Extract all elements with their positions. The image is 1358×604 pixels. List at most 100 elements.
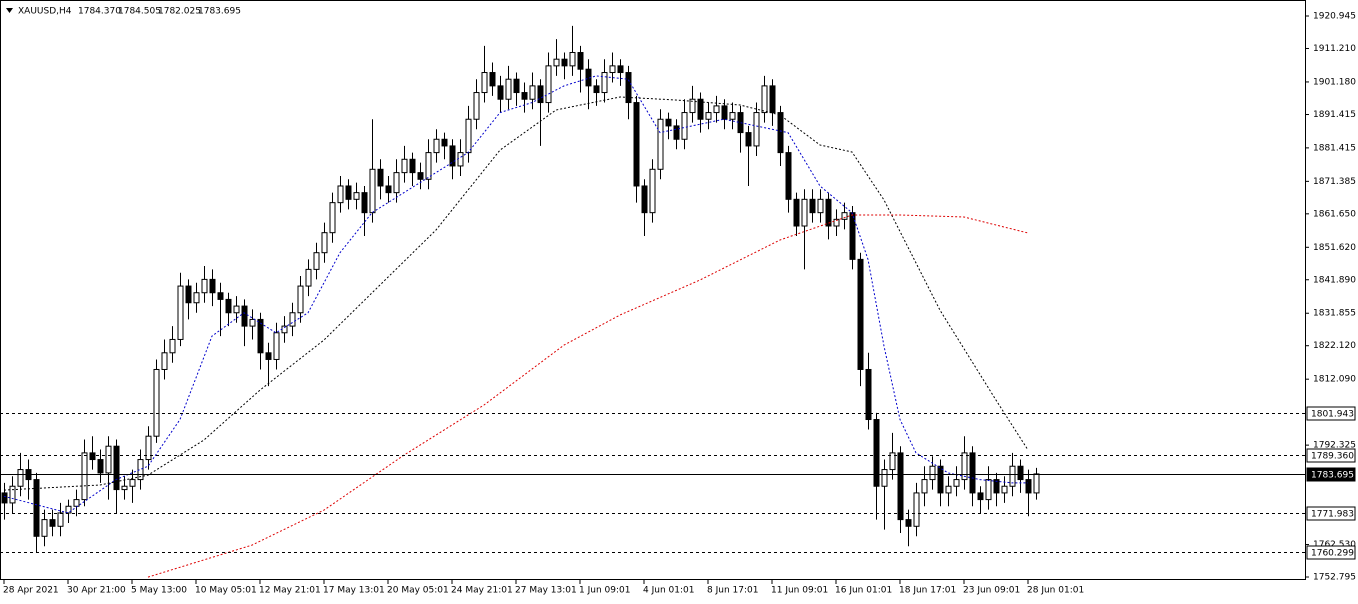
candle-body bbox=[569, 52, 576, 67]
candle-body bbox=[985, 479, 992, 501]
candle-body bbox=[801, 198, 808, 227]
symbol: XAUUSD,H4 bbox=[18, 7, 72, 17]
level-label-box bbox=[1306, 506, 1356, 521]
candle-body bbox=[65, 505, 72, 514]
candle-body bbox=[905, 519, 912, 527]
candle-body bbox=[705, 112, 712, 120]
y-tick-label: 1822.120 bbox=[1313, 341, 1356, 351]
candle-body bbox=[993, 479, 1000, 494]
candle-body bbox=[633, 102, 640, 187]
level-label: 1783.695 bbox=[1311, 471, 1354, 481]
candle-body bbox=[713, 105, 720, 114]
candle-body bbox=[577, 52, 584, 70]
candle-body bbox=[433, 138, 440, 154]
y-tick-label: 1881.415 bbox=[1313, 143, 1356, 153]
candle-body bbox=[745, 132, 752, 147]
candle-body bbox=[81, 452, 88, 501]
candle-body bbox=[513, 78, 520, 94]
candle-body bbox=[185, 285, 192, 304]
candle-body bbox=[249, 318, 256, 327]
candle-body bbox=[1009, 465, 1016, 487]
candle-body bbox=[681, 112, 688, 140]
candle-body bbox=[1001, 485, 1008, 494]
candle-body bbox=[113, 445, 120, 491]
x-tick-label: 4 Jun 01:01 bbox=[643, 586, 694, 596]
candle-body bbox=[385, 185, 392, 194]
candle-body bbox=[1025, 479, 1032, 494]
candle-body bbox=[473, 92, 480, 120]
x-tick-label: 27 May 13:01 bbox=[515, 586, 577, 596]
candle-body bbox=[897, 452, 904, 521]
y-tick-label: 1920.945 bbox=[1313, 11, 1356, 21]
candle-body bbox=[553, 58, 560, 67]
candle-body bbox=[41, 519, 48, 537]
level-label: 1771.983 bbox=[1311, 510, 1354, 520]
candle-body bbox=[1033, 473, 1040, 494]
candle-body bbox=[833, 218, 840, 227]
candle-body bbox=[409, 158, 416, 174]
x-tick-label: 28 Jun 01:01 bbox=[1027, 586, 1084, 596]
candle-body bbox=[441, 138, 448, 147]
candle-body bbox=[17, 469, 24, 487]
candle-body bbox=[377, 168, 384, 187]
x-tick-label: 17 May 13:01 bbox=[323, 586, 385, 596]
candle-body bbox=[953, 479, 960, 487]
x-tick-label: 18 Jun 17:01 bbox=[899, 586, 956, 596]
candle-body bbox=[49, 519, 56, 527]
y-tick-label: 1841.890 bbox=[1313, 275, 1356, 285]
candle-body bbox=[137, 459, 144, 481]
x-tick-label: 24 May 21:01 bbox=[451, 586, 513, 596]
candle-body bbox=[177, 285, 184, 340]
candle-body bbox=[89, 452, 96, 461]
x-tick-label: 23 Jun 09:01 bbox=[963, 586, 1020, 596]
candle-body bbox=[521, 92, 528, 100]
candle-body bbox=[209, 278, 216, 294]
candle-body bbox=[457, 152, 464, 167]
candle-body bbox=[201, 278, 208, 294]
y-tick-label: 1911.210 bbox=[1313, 44, 1356, 54]
candle-body bbox=[793, 198, 800, 227]
candle-body bbox=[721, 105, 728, 120]
candle-body bbox=[873, 419, 880, 487]
candle-body bbox=[665, 118, 672, 127]
candle-body bbox=[945, 485, 952, 494]
ohlc-high: 1784.505 bbox=[118, 7, 161, 17]
y-tick-label: 1901.180 bbox=[1313, 77, 1356, 87]
candle-body bbox=[161, 352, 168, 370]
y-tick-label: 1851.620 bbox=[1313, 243, 1356, 253]
candle-body bbox=[537, 85, 544, 104]
candle-body bbox=[969, 452, 976, 494]
candle-body bbox=[425, 152, 432, 180]
candle-body bbox=[649, 168, 656, 214]
y-tick-label: 1792.325 bbox=[1313, 441, 1356, 451]
candle-body bbox=[289, 312, 296, 327]
y-tick-label: 1812.090 bbox=[1313, 375, 1356, 385]
collapse-icon bbox=[6, 8, 13, 13]
candle-body bbox=[257, 318, 264, 354]
candle-body bbox=[825, 198, 832, 227]
candle-body bbox=[449, 145, 456, 167]
candle-body bbox=[337, 185, 344, 204]
candle-body bbox=[153, 368, 160, 437]
y-tick-label: 1861.650 bbox=[1313, 209, 1356, 219]
candle-body bbox=[673, 125, 680, 140]
ohlc-low: 1782.025 bbox=[158, 7, 201, 17]
candle-body bbox=[921, 479, 928, 494]
candle-body bbox=[369, 168, 376, 214]
y-tick-label: 1752.795 bbox=[1313, 573, 1356, 583]
candle-body bbox=[857, 258, 864, 370]
x-tick-label: 16 Jun 01:01 bbox=[835, 586, 892, 596]
candle-body bbox=[481, 72, 488, 94]
candle-body bbox=[1, 492, 8, 504]
x-tick-label: 1 Jun 09:01 bbox=[579, 586, 630, 596]
level-label-box bbox=[1306, 467, 1356, 482]
candle-body bbox=[617, 65, 624, 74]
candle-body bbox=[561, 58, 568, 67]
candle-body bbox=[697, 98, 704, 120]
candle-body bbox=[785, 152, 792, 200]
candle-body bbox=[529, 85, 536, 100]
candle-body bbox=[545, 65, 552, 104]
candle-body bbox=[353, 192, 360, 200]
y-tick-label: 1891.415 bbox=[1313, 110, 1356, 120]
candle-body bbox=[609, 65, 616, 74]
